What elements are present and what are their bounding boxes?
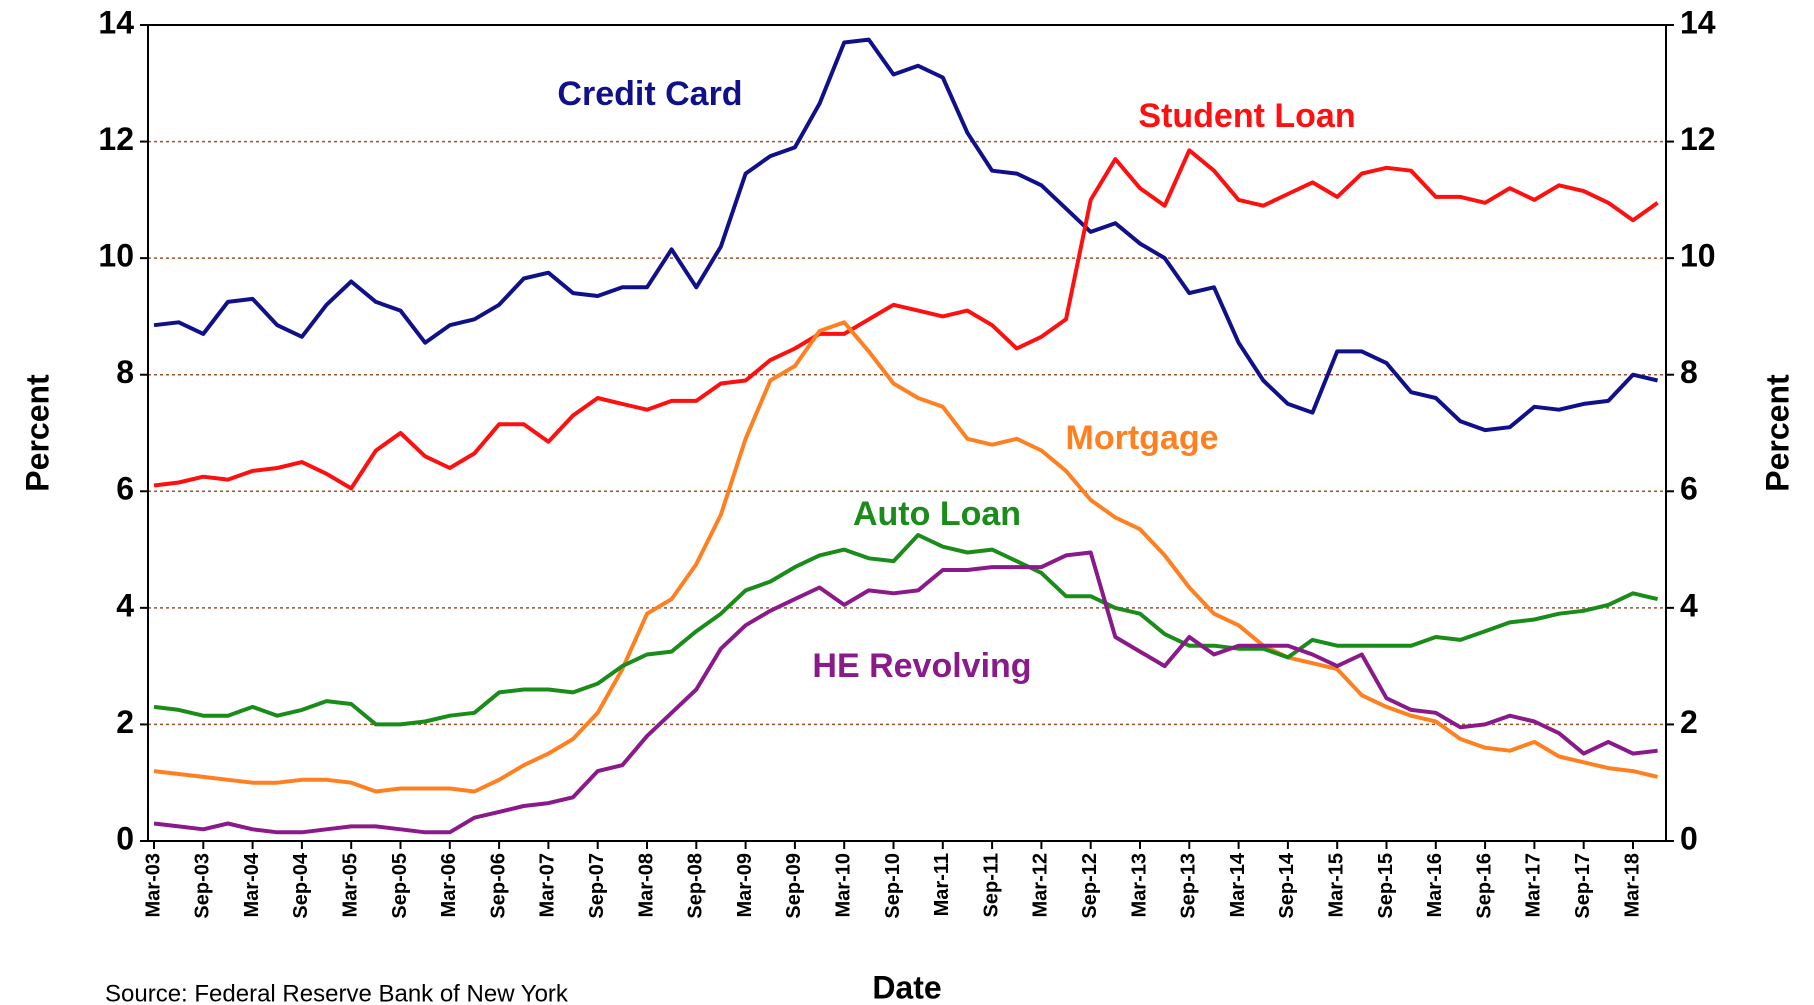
- y-tick-label: 12: [98, 121, 134, 157]
- x-tick-label: Mar-18: [1621, 853, 1643, 917]
- x-tick-label: Sep-17: [1572, 853, 1594, 919]
- series-line: [153, 148, 1659, 491]
- series-label: Mortgage: [1066, 419, 1219, 457]
- x-tick-label: Mar-11: [931, 853, 953, 916]
- x-tick-label: Mar-06: [438, 853, 460, 917]
- x-tick-label: Mar-09: [734, 853, 756, 917]
- y2-tick-label: 4: [1680, 587, 1698, 623]
- source-note: Source: Federal Reserve Bank of New York: [105, 980, 569, 1005]
- y-tick-label: 2: [116, 704, 134, 740]
- series-line: [153, 533, 1659, 727]
- series-line: [153, 320, 1659, 794]
- series-line: [153, 550, 1658, 835]
- x-tick-label: Mar-10: [832, 853, 854, 917]
- x-tick-label: Mar-13: [1128, 853, 1150, 917]
- y-axis-label: Percent: [19, 374, 55, 492]
- x-tick-label: Mar-07: [537, 853, 559, 917]
- x-axis-label: Date: [872, 969, 941, 1005]
- x-tick-label: Sep-09: [783, 853, 805, 919]
- x-tick-label: Sep-04: [290, 852, 312, 918]
- x-tick-label: Sep-16: [1473, 853, 1495, 919]
- x-tick-label: Sep-14: [1276, 852, 1298, 918]
- x-tick-label: Mar-04: [241, 852, 263, 917]
- series-label: Student Loan: [1138, 97, 1355, 135]
- x-tick-label: Sep-07: [586, 853, 608, 919]
- y-tick-label: 0: [116, 820, 134, 856]
- y-tick-label: 8: [116, 354, 134, 390]
- y2-tick-label: 6: [1680, 471, 1698, 507]
- y-tick-label: 14: [98, 4, 134, 40]
- x-tick-label: Mar-05: [339, 853, 361, 917]
- x-tick-label: Sep-12: [1079, 853, 1101, 919]
- x-tick-label: Sep-10: [882, 853, 904, 919]
- series-label: HE Revolving: [812, 647, 1031, 685]
- y2-tick-label: 8: [1680, 354, 1698, 390]
- x-tick-label: Sep-11: [980, 853, 1002, 917]
- x-tick-label: Mar-15: [1325, 853, 1347, 917]
- plot-frame: [147, 24, 1667, 842]
- y-tick-label: 4: [116, 587, 134, 623]
- series-line: [153, 37, 1659, 433]
- x-tick-label: Sep-03: [192, 853, 214, 919]
- x-tick-label: Sep-08: [685, 853, 707, 919]
- series-label: Auto Loan: [853, 495, 1021, 533]
- x-tick-label: Mar-08: [635, 853, 657, 917]
- y2-tick-label: 0: [1680, 820, 1698, 856]
- series-label: Credit Card: [557, 75, 742, 113]
- x-tick-label: Mar-16: [1424, 853, 1446, 917]
- y-tick-label: 6: [116, 471, 134, 507]
- x-tick-label: Mar-12: [1030, 853, 1052, 917]
- x-tick-label: Mar-14: [1227, 852, 1249, 917]
- x-tick-label: Mar-03: [142, 853, 164, 917]
- x-tick-label: Mar-17: [1523, 853, 1545, 917]
- x-tick-label: Sep-13: [1178, 853, 1200, 919]
- y-tick-label: 10: [98, 238, 134, 274]
- y2-axis-label: Percent: [1759, 374, 1795, 492]
- y2-tick-label: 14: [1680, 4, 1716, 40]
- x-tick-label: Sep-15: [1375, 853, 1397, 919]
- x-tick-label: Sep-05: [389, 853, 411, 919]
- y2-tick-label: 10: [1680, 238, 1716, 274]
- x-tick-label: Sep-06: [487, 853, 509, 919]
- y2-tick-label: 12: [1680, 121, 1716, 157]
- y2-tick-label: 2: [1680, 704, 1698, 740]
